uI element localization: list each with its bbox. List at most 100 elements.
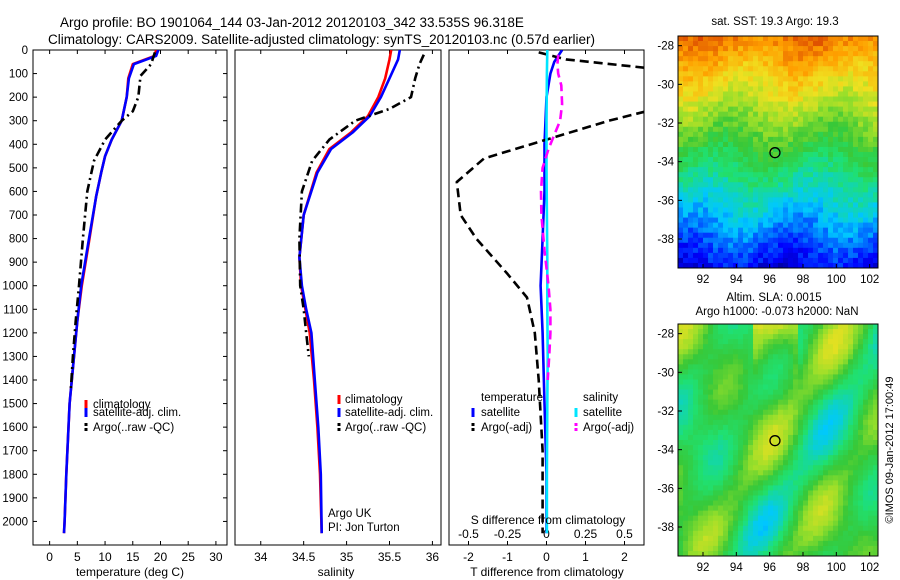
- heatmap-cell: [803, 545, 809, 552]
- heatmap-cell: [833, 197, 839, 203]
- heatmap-cell: [848, 146, 854, 153]
- heatmap-cell: [813, 470, 819, 476]
- heatmap-cell: [863, 257, 869, 264]
- heatmap-cell: [768, 480, 774, 486]
- heatmap-cell: [758, 440, 764, 446]
- heatmap-cell: [753, 344, 759, 350]
- heatmap-cell: [838, 404, 844, 411]
- heatmap-cell: [793, 182, 799, 188]
- heatmap-cell: [773, 500, 779, 506]
- heatmap-cell: [743, 242, 749, 249]
- heatmap-cell: [763, 480, 769, 486]
- heatmap-cell: [698, 61, 704, 67]
- heatmap-cell: [813, 202, 819, 208]
- heatmap-cell: [788, 520, 794, 527]
- heatmap-cell: [683, 257, 689, 264]
- heatmap-cell: [843, 419, 849, 426]
- heatmap-cell: [738, 257, 744, 264]
- heatmap-cell: [688, 101, 694, 108]
- heatmap-cell: [718, 197, 724, 203]
- heatmap-cell: [828, 157, 834, 163]
- heatmap-cell: [698, 379, 704, 385]
- heatmap-cell: [748, 131, 754, 138]
- heatmap-cell: [818, 197, 824, 203]
- heatmap-cell: [818, 51, 824, 57]
- heatmap-cell: [733, 445, 739, 451]
- heatmap-cell: [788, 101, 794, 108]
- heatmap-cell: [823, 152, 829, 158]
- heatmap-cell: [683, 379, 689, 385]
- heatmap-cell: [843, 56, 849, 62]
- heatmap-cell: [778, 540, 784, 547]
- heatmap-cell: [738, 217, 744, 224]
- heatmap-cell: [718, 414, 724, 421]
- heatmap-cell: [718, 384, 724, 390]
- heatmap-cell: [828, 480, 834, 486]
- heatmap-cell: [728, 485, 734, 491]
- y-tick-label: 400: [9, 139, 28, 151]
- heatmap-cell: [758, 227, 764, 234]
- heatmap-cell: [778, 177, 784, 183]
- heatmap-cell: [818, 252, 824, 259]
- heatmap-cell: [818, 470, 824, 476]
- heatmap-cell: [833, 460, 839, 466]
- heatmap-cell: [773, 262, 779, 269]
- heatmap-cell: [713, 419, 719, 426]
- heatmap-cell: [743, 81, 749, 87]
- heatmap-cell: [828, 187, 834, 193]
- heatmap-cell: [788, 424, 794, 431]
- heatmap-cell: [808, 76, 814, 82]
- heatmap-cell: [813, 41, 819, 47]
- heatmap-cell: [768, 429, 774, 436]
- heatmap-cell: [873, 257, 879, 264]
- heatmap-cell: [868, 480, 874, 486]
- heatmap-cell: [698, 207, 704, 213]
- heatmap-cell: [868, 232, 874, 239]
- heatmap-cell: [793, 172, 799, 178]
- heatmap-cell: [693, 445, 699, 451]
- heatmap-cell: [728, 495, 734, 501]
- heatmap-cell: [703, 51, 709, 57]
- heatmap-cell: [693, 490, 699, 496]
- heatmap-cell: [748, 257, 754, 264]
- heatmap-cell: [798, 475, 804, 481]
- heatmap-cell: [848, 530, 854, 537]
- heatmap-cell: [863, 167, 869, 173]
- heatmap-cell: [788, 384, 794, 390]
- heatmap-cell: [863, 242, 869, 249]
- heatmap-cell: [758, 131, 764, 138]
- heatmap-cell: [733, 56, 739, 62]
- heatmap-cell: [743, 520, 749, 527]
- heatmap-cell: [693, 91, 699, 97]
- heatmap-cell: [708, 515, 714, 522]
- heatmap-cell: [858, 525, 864, 532]
- heatmap-cell: [708, 247, 714, 254]
- heatmap-cell: [753, 434, 759, 441]
- heatmap-cell: [818, 262, 824, 269]
- heatmap-cell: [748, 374, 754, 380]
- heatmap-cell: [703, 344, 709, 350]
- heatmap-cell: [708, 399, 714, 406]
- heatmap-cell: [678, 182, 684, 188]
- heatmap-cell: [868, 374, 874, 380]
- heatmap-cell: [763, 146, 769, 153]
- heatmap-cell: [823, 116, 829, 123]
- heatmap-cell: [683, 369, 689, 375]
- heatmap-cell: [818, 515, 824, 522]
- heatmap-cell: [698, 339, 704, 345]
- heatmap-cell: [818, 237, 824, 244]
- heatmap-cell: [828, 71, 834, 77]
- heatmap-cell: [848, 76, 854, 82]
- heatmap-cell: [768, 409, 774, 416]
- heatmap-cell: [688, 202, 694, 208]
- heatmap-cell: [818, 212, 824, 218]
- heatmap-cell: [768, 76, 774, 82]
- heatmap-cell: [858, 414, 864, 421]
- heatmap-cell: [833, 126, 839, 133]
- heatmap-cell: [793, 480, 799, 486]
- heatmap-cell: [693, 121, 699, 128]
- heatmap-cell: [698, 540, 704, 547]
- heatmap-cell: [783, 515, 789, 522]
- heatmap-cell: [803, 424, 809, 431]
- salinity-diff-xlabel: S difference from climatology: [471, 513, 626, 527]
